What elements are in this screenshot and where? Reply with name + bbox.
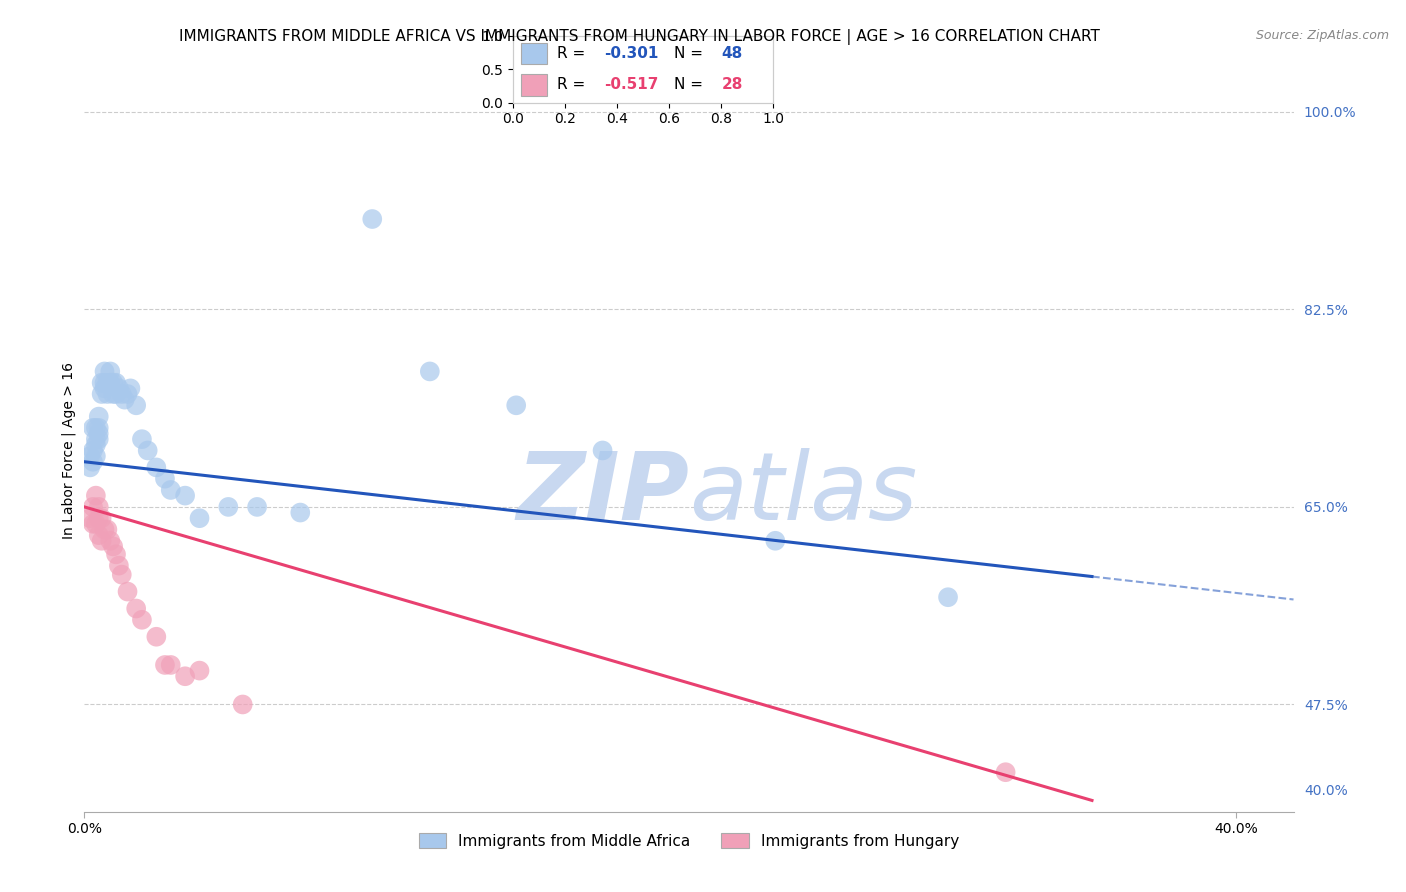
Text: -0.517: -0.517 (605, 77, 658, 92)
Text: 48: 48 (721, 46, 742, 62)
Point (82, 500, 104, 514)
Point (90, 511, 112, 525)
Point (90, 376, 112, 390)
Point (82, 443, 104, 458)
Point (84, 438, 107, 452)
Text: N =: N = (675, 46, 709, 62)
Point (101, 376, 124, 390)
Point (994, 765, 1017, 780)
Point (87, 528, 110, 542)
Point (246, 500, 269, 514)
Text: Source: ZipAtlas.com: Source: ZipAtlas.com (1256, 29, 1389, 42)
Text: atlas: atlas (689, 449, 917, 540)
Point (120, 381, 142, 395)
Point (82, 455, 104, 469)
Point (136, 443, 159, 458)
Point (93, 376, 115, 390)
Point (125, 601, 148, 615)
Point (361, 212, 384, 227)
Point (87, 432, 110, 446)
Point (159, 483, 181, 497)
Text: IMMIGRANTS FROM MIDDLE AFRICA VS IMMIGRANTS FROM HUNGARY IN LABOR FORCE | AGE > : IMMIGRANTS FROM MIDDLE AFRICA VS IMMIGRA… (180, 29, 1099, 45)
Point (79, 449, 101, 463)
Point (174, 489, 197, 503)
FancyBboxPatch shape (522, 75, 547, 96)
Point (505, 398, 527, 412)
Point (125, 398, 148, 412)
Point (108, 558, 131, 573)
Point (105, 376, 128, 390)
Text: R =: R = (557, 46, 591, 62)
Point (84, 449, 107, 463)
Point (79, 511, 101, 525)
Text: -0.301: -0.301 (605, 46, 658, 62)
Point (114, 392, 136, 407)
Point (93, 364, 115, 378)
Point (153, 472, 176, 486)
Point (84, 421, 107, 435)
Text: R =: R = (557, 77, 591, 92)
Point (117, 584, 139, 599)
Point (763, 533, 786, 548)
Point (84, 432, 107, 446)
Point (96, 376, 118, 390)
Text: ZIP: ZIP (516, 448, 689, 540)
Point (145, 630, 167, 644)
Point (87, 426, 110, 441)
Point (98, 364, 121, 378)
Point (145, 460, 167, 475)
Point (93, 523, 115, 537)
Point (290, 506, 312, 520)
Point (98, 376, 121, 390)
Point (159, 657, 181, 672)
Point (98, 533, 121, 548)
Point (131, 432, 153, 446)
Text: 28: 28 (721, 77, 742, 92)
Point (84, 516, 107, 531)
Point (82, 516, 104, 531)
Point (93, 381, 115, 395)
Point (936, 591, 959, 605)
Point (174, 669, 197, 683)
Point (87, 500, 110, 514)
Legend: Immigrants from Middle Africa, Immigrants from Hungary: Immigrants from Middle Africa, Immigrant… (412, 827, 966, 855)
Point (111, 567, 134, 582)
Point (117, 387, 139, 401)
Point (188, 664, 211, 678)
Point (90, 387, 112, 401)
Point (419, 364, 441, 378)
Point (105, 547, 128, 561)
Point (87, 421, 110, 435)
Point (101, 540, 124, 554)
Point (232, 698, 254, 712)
Point (90, 533, 112, 548)
Point (111, 387, 134, 401)
Point (82, 421, 104, 435)
Point (592, 443, 614, 458)
Point (131, 613, 153, 627)
Point (217, 500, 239, 514)
Point (84, 489, 107, 503)
Point (79, 460, 101, 475)
Point (87, 409, 110, 424)
Point (108, 381, 131, 395)
Point (96, 523, 118, 537)
Point (96, 387, 118, 401)
FancyBboxPatch shape (522, 43, 547, 64)
Point (188, 511, 211, 525)
Point (105, 387, 128, 401)
Text: N =: N = (675, 77, 709, 92)
Point (87, 511, 110, 525)
Y-axis label: In Labor Force | Age > 16: In Labor Force | Age > 16 (62, 362, 76, 539)
Point (153, 657, 176, 672)
Point (101, 387, 124, 401)
